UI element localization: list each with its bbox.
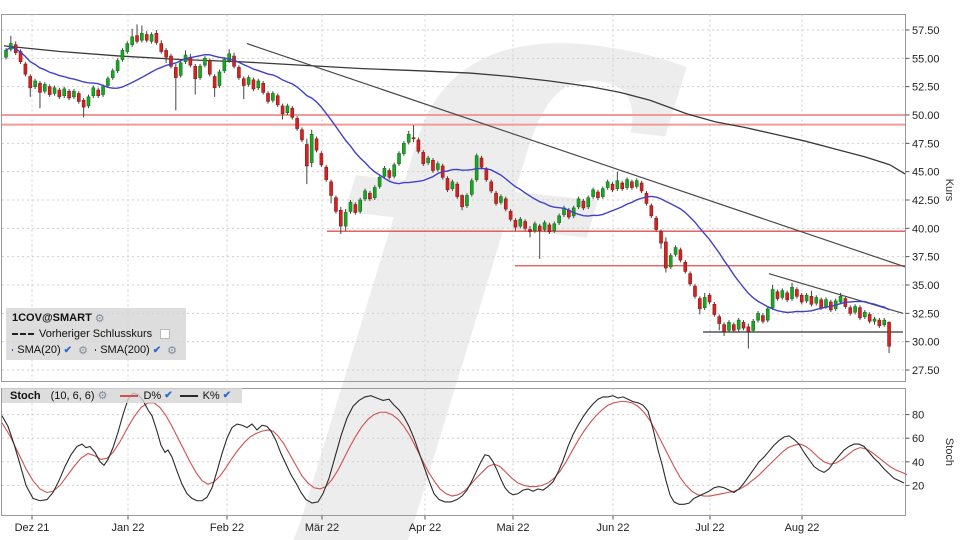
svg-text:55.00: 55.00 bbox=[912, 53, 940, 65]
stoch-d-label: D% bbox=[143, 389, 162, 402]
symbol-settings-gear-icon[interactable]: ⚙ bbox=[94, 312, 105, 325]
symbol-title: 1COV@SMART bbox=[12, 312, 92, 324]
svg-text:37.50: 37.50 bbox=[912, 252, 940, 264]
prev-close-legend-row: Vorheriger Schlusskurs bbox=[12, 326, 180, 342]
stoch-k-check-icon[interactable]: ✔ bbox=[222, 390, 232, 401]
sma20-label: SMA(20) bbox=[17, 344, 61, 356]
stoch-k-label: K% bbox=[202, 389, 220, 402]
dashed-line-sample bbox=[12, 333, 34, 335]
svg-text:47.50: 47.50 bbox=[912, 138, 940, 150]
svg-text:30.00: 30.00 bbox=[912, 337, 940, 349]
stoch-d-check-icon[interactable]: ✔ bbox=[164, 390, 173, 401]
stoch-title: Stoch bbox=[10, 389, 41, 402]
svg-text:35.00: 35.00 bbox=[912, 280, 940, 292]
stoch-gear-icon[interactable]: ⚙ bbox=[97, 390, 108, 402]
svg-text:42.50: 42.50 bbox=[912, 195, 940, 207]
svg-text:60: 60 bbox=[912, 433, 924, 445]
symbol-legend-title-row: 1COV@SMART ⚙ bbox=[12, 310, 180, 326]
svg-text:57.50: 57.50 bbox=[912, 25, 940, 37]
svg-text:Feb 22: Feb 22 bbox=[210, 522, 244, 534]
svg-text:52.50: 52.50 bbox=[912, 82, 940, 94]
svg-text:Aug 22: Aug 22 bbox=[785, 522, 820, 534]
svg-text:Jul 22: Jul 22 bbox=[695, 522, 724, 534]
svg-text:Kurs: Kurs bbox=[943, 179, 955, 202]
symbol-legend: 1COV@SMART ⚙ Vorheriger Schlusskurs SMA(… bbox=[6, 308, 186, 360]
sma-legend-row: SMA(20) ✔ ⚙ SMA(200) ✔ ⚙ bbox=[12, 342, 180, 358]
sma200-gear-icon[interactable]: ⚙ bbox=[167, 344, 177, 357]
svg-text:Mai 22: Mai 22 bbox=[496, 522, 529, 534]
svg-text:50.00: 50.00 bbox=[912, 110, 940, 122]
svg-text:32.50: 32.50 bbox=[912, 308, 940, 320]
sma200-label: SMA(200) bbox=[100, 344, 150, 356]
prev-close-label: Vorheriger Schlusskurs bbox=[39, 328, 153, 340]
svg-text:20: 20 bbox=[912, 480, 924, 492]
svg-text:Dez 21: Dez 21 bbox=[15, 522, 50, 534]
svg-text:Stoch: Stoch bbox=[943, 438, 955, 466]
svg-text:Jun 22: Jun 22 bbox=[596, 522, 629, 534]
stoch-k-line-sample bbox=[179, 394, 198, 397]
sma20-gear-icon[interactable]: ⚙ bbox=[78, 344, 88, 357]
svg-text:Mär 22: Mär 22 bbox=[305, 522, 339, 534]
stoch-d-line-sample bbox=[120, 394, 139, 397]
svg-text:40: 40 bbox=[912, 457, 924, 469]
svg-text:27.50: 27.50 bbox=[912, 365, 940, 377]
prev-close-checkbox[interactable] bbox=[160, 329, 171, 339]
svg-text:Apr 22: Apr 22 bbox=[409, 522, 441, 534]
stoch-params: (10, 6, 6) bbox=[50, 389, 95, 402]
svg-text:40.00: 40.00 bbox=[912, 223, 940, 235]
sma200-check-icon[interactable]: ✔ bbox=[152, 344, 162, 356]
svg-text:80: 80 bbox=[912, 410, 924, 422]
svg-text:45.00: 45.00 bbox=[912, 167, 940, 179]
svg-text:Jan 22: Jan 22 bbox=[111, 522, 144, 534]
stoch-legend: Stoch (10, 6, 6) ⚙ D% ✔ K% ✔ bbox=[2, 388, 243, 403]
sma20-check-icon[interactable]: ✔ bbox=[63, 344, 73, 356]
